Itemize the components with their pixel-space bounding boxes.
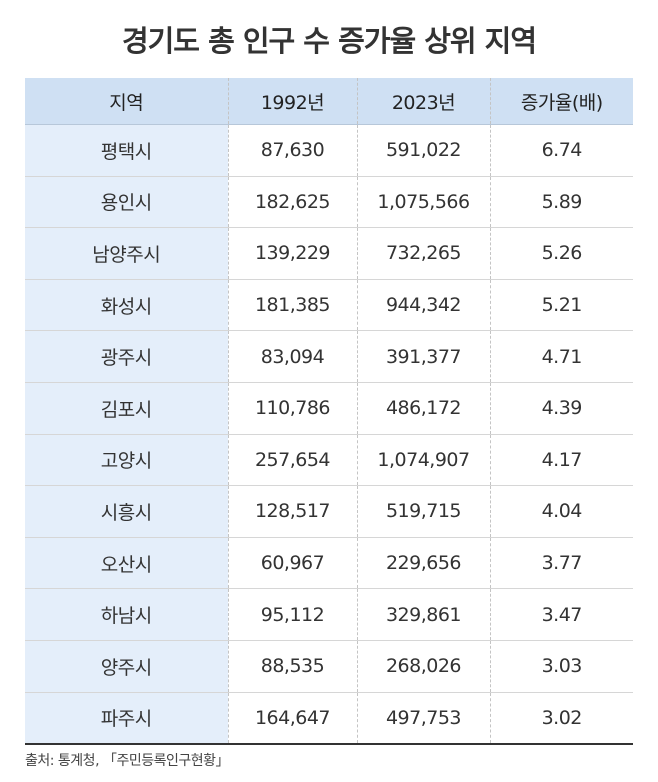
- value-cell: 257,654: [227, 434, 357, 487]
- region-cell: 고양시: [25, 434, 228, 487]
- table-row: 화성시 181,385 944,342 5.21: [25, 279, 633, 332]
- value-cell: 139,229: [227, 227, 357, 280]
- value-cell: 3.03: [489, 640, 633, 693]
- table-header: 지역 1992년 2023년 증가율(배): [25, 78, 633, 125]
- header-cell: 2023년: [356, 78, 490, 125]
- value-cell: 5.89: [489, 176, 633, 229]
- value-cell: 391,377: [356, 330, 490, 383]
- region-cell: 화성시: [25, 279, 228, 332]
- value-cell: 164,647: [227, 692, 357, 746]
- table-row: 파주시 164,647 497,753 3.02: [25, 692, 633, 746]
- region-cell: 파주시: [25, 692, 228, 746]
- header-row: 지역 1992년 2023년 증가율(배): [25, 78, 633, 125]
- value-cell: 229,656: [356, 537, 490, 590]
- value-cell: 4.17: [489, 434, 633, 487]
- data-table: 지역 1992년 2023년 증가율(배) 평택시 87,630 591,022 6.74 용…: [25, 78, 633, 746]
- value-cell: 88,535: [227, 640, 357, 693]
- header-cell: 증가율(배): [489, 78, 633, 125]
- value-cell: 87,630: [227, 124, 357, 177]
- value-cell: 497,753: [356, 692, 490, 746]
- value-cell: 486,172: [356, 382, 490, 435]
- table-row: 양주시 88,535 268,026 3.03: [25, 640, 633, 693]
- value-cell: 5.26: [489, 227, 633, 280]
- value-cell: 128,517: [227, 485, 357, 538]
- table-row: 광주시 83,094 391,377 4.71: [25, 330, 633, 383]
- value-cell: 95,112: [227, 588, 357, 641]
- region-cell: 광주시: [25, 330, 228, 383]
- value-cell: 591,022: [356, 124, 490, 177]
- value-cell: 5.21: [489, 279, 633, 332]
- value-cell: 329,861: [356, 588, 490, 641]
- table-row: 오산시 60,967 229,656 3.77: [25, 537, 633, 590]
- value-cell: 4.39: [489, 382, 633, 435]
- title: 경기도 총 인구 수 증가율 상위 지역: [121, 24, 537, 58]
- table-row: 고양시 257,654 1,074,907 4.17: [25, 434, 633, 487]
- source: 출처: 통계청, 「주민등록인구현황」: [25, 753, 230, 769]
- value-cell: 4.71: [489, 330, 633, 383]
- region-cell: 용인시: [25, 176, 228, 229]
- value-cell: 181,385: [227, 279, 357, 332]
- value-cell: 4.04: [489, 485, 633, 538]
- value-cell: 110,786: [227, 382, 357, 435]
- region-cell: 오산시: [25, 537, 228, 590]
- value-cell: 1,075,566: [356, 176, 490, 229]
- value-cell: 1,074,907: [356, 434, 490, 487]
- value-cell: 6.74: [489, 124, 633, 177]
- value-cell: 182,625: [227, 176, 357, 229]
- table-row: 평택시 87,630 591,022 6.74: [25, 124, 633, 177]
- header-cell: 1992년: [227, 78, 357, 125]
- table-row: 시흥시 128,517 519,715 4.04: [25, 485, 633, 538]
- table-row: 용인시 182,625 1,075,566 5.89: [25, 176, 633, 229]
- value-cell: 60,967: [227, 537, 357, 590]
- region-cell: 평택시: [25, 124, 228, 177]
- table-row: 하남시 95,112 329,861 3.47: [25, 588, 633, 641]
- header-cell: 지역: [25, 78, 228, 125]
- value-cell: 519,715: [356, 485, 490, 538]
- table-row: 김포시 110,786 486,172 4.39: [25, 382, 633, 435]
- value-cell: 3.47: [489, 588, 633, 641]
- value-cell: 268,026: [356, 640, 490, 693]
- value-cell: 944,342: [356, 279, 490, 332]
- region-cell: 남양주시: [25, 227, 228, 280]
- value-cell: 3.02: [489, 692, 633, 746]
- region-cell: 시흥시: [25, 485, 228, 538]
- table-body: 평택시 87,630 591,022 6.74 용인시 182,625 1,075,566 5…: [25, 124, 633, 746]
- value-cell: 732,265: [356, 227, 490, 280]
- value-cell: 83,094: [227, 330, 357, 383]
- table-row: 남양주시 139,229 732,265 5.26: [25, 227, 633, 280]
- value-cell: 3.77: [489, 537, 633, 590]
- region-cell: 양주시: [25, 640, 228, 693]
- region-cell: 김포시: [25, 382, 228, 435]
- region-cell: 하남시: [25, 588, 228, 641]
